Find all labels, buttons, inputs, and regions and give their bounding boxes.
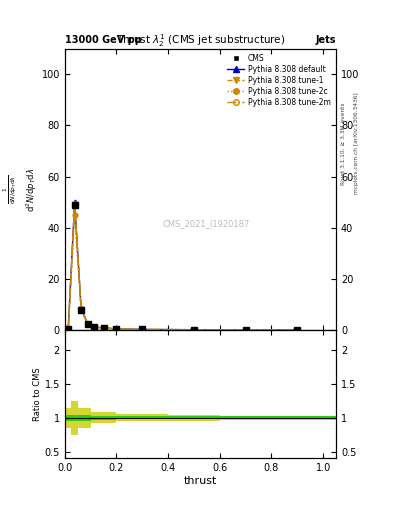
- Y-axis label: Ratio to CMS: Ratio to CMS: [33, 368, 42, 421]
- Text: 13000 GeV pp: 13000 GeV pp: [65, 35, 142, 45]
- Y-axis label: $\frac{1}{\mathrm{d}N/\mathrm{d}p_T\mathrm{d}\lambda}$
$\mathrm{d}^2N/\mathrm{d}: $\frac{1}{\mathrm{d}N/\mathrm{d}p_T\math…: [2, 167, 39, 211]
- Text: CMS_2021_I1920187: CMS_2021_I1920187: [162, 219, 250, 228]
- Text: mcplots.cern.ch [arXiv:1306.3436]: mcplots.cern.ch [arXiv:1306.3436]: [354, 93, 359, 194]
- Legend: CMS, Pythia 8.308 default, Pythia 8.308 tune-1, Pythia 8.308 tune-2c, Pythia 8.3: CMS, Pythia 8.308 default, Pythia 8.308 …: [224, 51, 334, 110]
- X-axis label: thrust: thrust: [184, 476, 217, 486]
- Text: Rivet 3.1.10, ≥ 3.3M events: Rivet 3.1.10, ≥ 3.3M events: [341, 102, 346, 185]
- Title: Thrust $\lambda_2^1$ (CMS jet substructure): Thrust $\lambda_2^1$ (CMS jet substructu…: [116, 32, 285, 49]
- Text: Jets: Jets: [316, 35, 336, 45]
